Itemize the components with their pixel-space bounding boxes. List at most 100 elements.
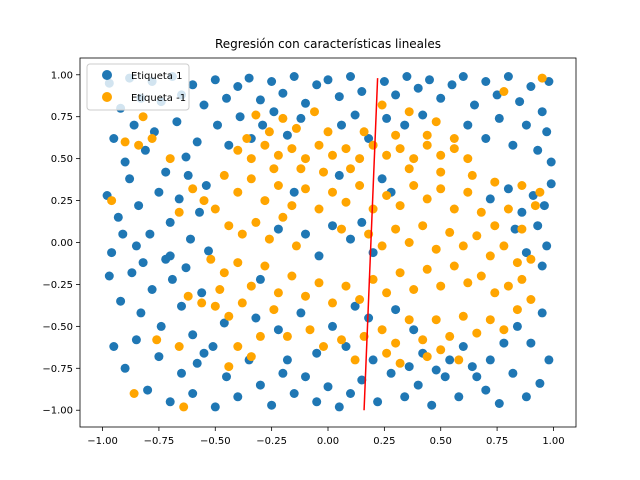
point-series-0-33 bbox=[481, 77, 491, 86]
point-series-0-102 bbox=[136, 308, 146, 318]
point-series-0-170 bbox=[409, 325, 419, 335]
point-series-0-61 bbox=[382, 113, 392, 123]
point-series-0-98 bbox=[537, 261, 547, 271]
point-series-0-43 bbox=[140, 145, 150, 155]
y-tick-label: 0.00 bbox=[51, 238, 73, 249]
point-series-1-156 bbox=[517, 181, 527, 190]
point-series-0-16 bbox=[278, 88, 288, 98]
point-series-0-176 bbox=[328, 221, 337, 231]
point-series-1-25 bbox=[463, 154, 473, 164]
y-tick-label: −0.75 bbox=[42, 364, 73, 375]
point-series-1-126 bbox=[485, 315, 495, 325]
point-series-1-26 bbox=[242, 134, 252, 143]
point-series-1-84 bbox=[526, 254, 536, 264]
point-series-1-17 bbox=[355, 154, 365, 164]
point-series-1-103 bbox=[449, 261, 459, 271]
point-series-0-48 bbox=[192, 137, 202, 147]
point-series-1-125 bbox=[472, 328, 482, 338]
point-series-1-128 bbox=[512, 305, 522, 315]
point-series-0-91 bbox=[528, 191, 538, 200]
point-series-0-177 bbox=[346, 234, 355, 244]
point-series-1-71 bbox=[337, 224, 346, 234]
point-series-0-54 bbox=[258, 120, 268, 130]
point-series-1-42 bbox=[246, 174, 256, 184]
point-series-0-143 bbox=[440, 372, 450, 382]
point-series-1-67 bbox=[251, 217, 261, 227]
point-series-1-146 bbox=[152, 335, 162, 345]
point-series-0-186 bbox=[289, 187, 299, 197]
point-series-1-124 bbox=[458, 311, 468, 321]
point-series-1-157 bbox=[535, 187, 545, 197]
point-series-1-83 bbox=[512, 258, 522, 268]
point-series-1-40 bbox=[219, 170, 229, 180]
point-series-1-52 bbox=[382, 191, 392, 200]
point-series-0-164 bbox=[273, 325, 283, 335]
point-series-0-110 bbox=[219, 318, 229, 328]
point-series-1-104 bbox=[463, 278, 473, 288]
point-series-0-156 bbox=[485, 355, 495, 365]
point-series-1-149 bbox=[224, 362, 234, 372]
point-series-1-76 bbox=[418, 221, 428, 231]
point-series-0-181 bbox=[273, 224, 283, 234]
point-series-0-100 bbox=[116, 296, 126, 306]
point-series-0-124 bbox=[210, 402, 220, 412]
x-tick-label: −1.00 bbox=[87, 436, 118, 447]
point-series-0-50 bbox=[213, 120, 222, 130]
point-series-0-104 bbox=[156, 321, 166, 331]
point-series-0-14 bbox=[255, 95, 265, 105]
point-series-0-128 bbox=[255, 380, 265, 390]
y-tick-label: −0.25 bbox=[42, 280, 73, 291]
point-series-0-159 bbox=[445, 355, 455, 365]
point-series-1-137 bbox=[436, 345, 446, 355]
point-series-0-87 bbox=[107, 248, 117, 258]
point-series-1-92 bbox=[301, 291, 310, 301]
point-series-1-37 bbox=[310, 107, 319, 117]
regression-line bbox=[363, 78, 379, 411]
point-series-1-80 bbox=[472, 231, 482, 241]
point-series-0-75 bbox=[134, 201, 144, 211]
point-series-1-20 bbox=[395, 144, 405, 154]
point-series-0-101 bbox=[127, 268, 137, 278]
point-series-0-51 bbox=[224, 140, 234, 150]
legend: Etiqueta 1 Etiqueta -1 bbox=[86, 63, 190, 111]
point-series-0-120 bbox=[165, 397, 175, 407]
axes: −1.00 −0.75 −0.50 −0.25 0.00 0.25 0.50 0.75 1.00… bbox=[42, 70, 564, 447]
point-series-1-35 bbox=[404, 107, 414, 117]
point-series-0-184 bbox=[255, 274, 265, 284]
point-series-1-1 bbox=[134, 140, 144, 150]
point-series-0-13 bbox=[244, 73, 254, 83]
point-series-0-138 bbox=[373, 397, 383, 407]
point-series-1-105 bbox=[476, 271, 486, 281]
point-series-0-86 bbox=[118, 229, 128, 239]
y-tick-label: −1.00 bbox=[42, 406, 73, 417]
point-series-1-14 bbox=[314, 140, 324, 150]
point-series-0-163 bbox=[251, 313, 261, 323]
point-series-1-155 bbox=[490, 177, 500, 187]
point-series-1-106 bbox=[490, 288, 500, 298]
point-series-1-132 bbox=[319, 342, 328, 351]
point-series-0-55 bbox=[269, 107, 279, 117]
point-series-1-142 bbox=[215, 285, 225, 294]
point-series-0-165 bbox=[296, 308, 306, 318]
point-series-1-144 bbox=[197, 298, 207, 308]
y-tick-label: −0.50 bbox=[42, 322, 73, 333]
legend-marker-etiqueta-1 bbox=[102, 70, 112, 80]
x-tick-label: 0.50 bbox=[430, 436, 452, 447]
point-series-0-20 bbox=[323, 75, 333, 85]
point-series-0-160 bbox=[431, 365, 441, 375]
point-series-0-150 bbox=[535, 378, 545, 388]
point-series-1-134 bbox=[382, 348, 392, 358]
y-tick-label: 0.75 bbox=[51, 112, 73, 123]
point-series-0-153 bbox=[512, 321, 522, 331]
point-series-0-144 bbox=[454, 392, 464, 402]
point-series-0-149 bbox=[521, 392, 531, 402]
point-series-1-158 bbox=[296, 164, 306, 174]
point-series-0-73 bbox=[113, 212, 123, 222]
point-series-1-4 bbox=[165, 154, 175, 164]
point-series-0-31 bbox=[458, 72, 468, 81]
point-series-0-78 bbox=[165, 217, 175, 227]
point-series-1-135 bbox=[395, 358, 405, 368]
point-series-0-69 bbox=[533, 145, 543, 155]
point-series-1-120 bbox=[404, 315, 414, 325]
point-series-0-19 bbox=[312, 80, 322, 90]
